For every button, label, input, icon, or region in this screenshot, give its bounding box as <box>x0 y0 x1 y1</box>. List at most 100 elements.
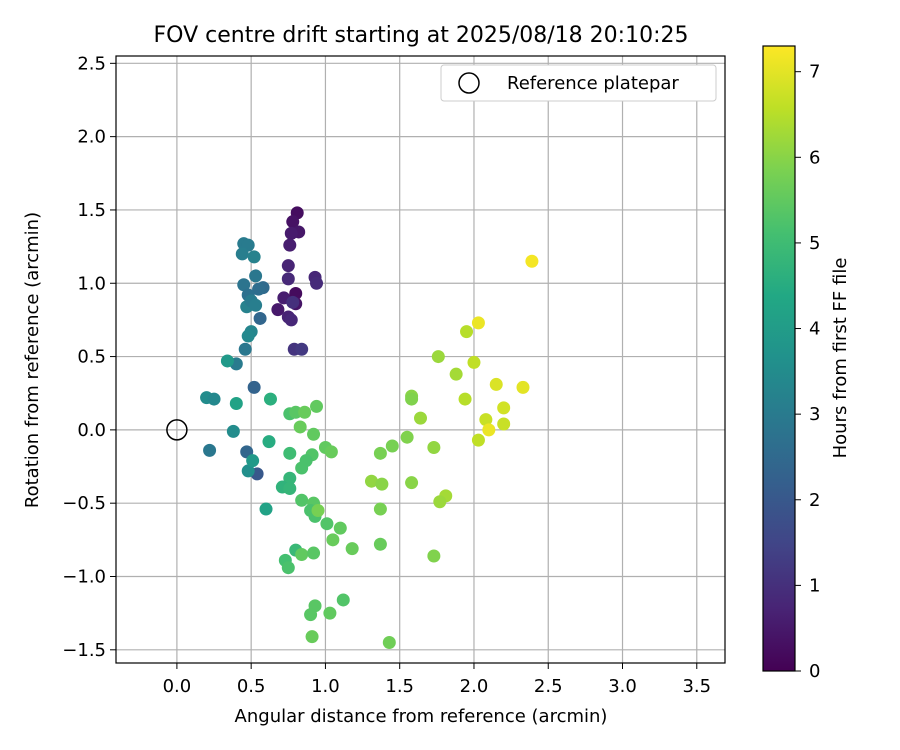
data-point <box>284 226 298 240</box>
data-point <box>326 533 340 547</box>
data-point <box>375 477 389 491</box>
colorbar-tick-label: 6 <box>809 147 820 168</box>
data-point <box>310 276 324 290</box>
y-tick-label: 0.0 <box>77 420 106 441</box>
x-tick-label: 0.5 <box>237 676 266 697</box>
reference-platepar-marker <box>166 419 188 441</box>
data-point <box>405 392 419 406</box>
data-point <box>516 380 530 394</box>
y-tick-label: 1.0 <box>77 273 106 294</box>
data-point <box>427 440 441 454</box>
data-point <box>293 420 307 434</box>
data-point <box>249 269 263 283</box>
legend: Reference platepar <box>440 64 717 102</box>
data-point <box>281 561 295 575</box>
data-point <box>471 316 485 330</box>
data-point <box>298 405 312 419</box>
data-point <box>373 537 387 551</box>
x-tick-label: 3.5 <box>682 676 711 697</box>
y-axis-label: Rotation from reference (arcmin) <box>22 212 43 508</box>
chart-title: FOV centre drift starting at 2025/08/18 … <box>154 23 689 48</box>
data-point <box>460 325 474 339</box>
data-point <box>207 392 221 406</box>
data-point <box>283 471 297 485</box>
data-point <box>281 259 295 273</box>
colorbar-tick-label: 3 <box>809 404 820 425</box>
data-point <box>310 399 324 413</box>
data-point <box>433 495 447 509</box>
data-point <box>471 433 485 447</box>
data-point <box>345 542 359 556</box>
colorbar-label: Hours from first FF file <box>830 258 851 459</box>
data-point <box>479 413 493 427</box>
x-tick-label: 2.5 <box>534 676 563 697</box>
data-point <box>289 405 303 419</box>
x-axis-ticks: 0.0 0.5 1.0 1.5 2.0 2.5 3.0 3.5 <box>163 663 711 697</box>
data-point <box>295 548 309 562</box>
y-tick-label: 2.0 <box>77 127 106 148</box>
data-point <box>249 298 263 312</box>
data-point <box>220 354 234 368</box>
legend-box <box>440 64 717 102</box>
data-point <box>305 630 319 644</box>
grid-lines <box>116 56 725 663</box>
y-tick-label: 1.5 <box>77 200 106 221</box>
data-point <box>247 250 261 264</box>
data-point <box>482 423 496 437</box>
data-point <box>252 282 266 296</box>
data-point <box>307 427 321 441</box>
data-point <box>307 546 321 560</box>
data-point <box>263 392 277 406</box>
data-point <box>283 238 297 252</box>
legend-reference-label: Reference platepar <box>507 73 679 94</box>
data-points <box>200 206 539 649</box>
data-point <box>497 401 511 415</box>
data-point <box>489 377 503 391</box>
data-point <box>283 482 297 496</box>
colorbar-tick-label: 7 <box>809 62 820 83</box>
data-point <box>467 355 481 369</box>
data-point <box>203 443 217 457</box>
y-tick-label: 0.5 <box>77 347 106 368</box>
data-point <box>373 502 387 516</box>
data-point <box>385 439 399 453</box>
data-point <box>311 504 325 518</box>
data-point <box>497 417 511 431</box>
data-point <box>304 608 318 622</box>
colorbar-tick-label: 4 <box>809 319 820 340</box>
data-point <box>229 396 243 410</box>
data-point <box>525 254 539 268</box>
y-tick-label: −0.5 <box>62 493 106 514</box>
data-point <box>286 295 300 309</box>
data-point <box>323 606 337 620</box>
data-point <box>247 380 261 394</box>
data-point <box>238 342 252 356</box>
colorbar-tick-label: 1 <box>809 575 820 596</box>
colorbar-tick-label: 2 <box>809 490 820 511</box>
data-point <box>271 303 285 317</box>
data-point <box>373 446 387 460</box>
data-point <box>286 215 300 229</box>
x-tick-label: 1.5 <box>385 676 414 697</box>
data-point <box>295 493 309 507</box>
data-point <box>414 411 427 425</box>
data-point <box>259 502 273 516</box>
data-point <box>253 311 267 325</box>
data-point <box>226 424 240 438</box>
y-tick-label: −1.5 <box>62 640 106 661</box>
data-point <box>336 593 350 607</box>
data-point <box>241 464 255 478</box>
data-point <box>295 342 309 356</box>
x-tick-label: 2.0 <box>460 676 489 697</box>
colorbar <box>762 45 796 672</box>
data-point <box>458 392 472 406</box>
data-point <box>400 430 414 444</box>
data-point <box>333 521 347 535</box>
x-tick-label: 1.0 <box>311 676 340 697</box>
data-point <box>431 350 445 364</box>
data-point <box>283 446 297 460</box>
colorbar-tick-label: 0 <box>809 661 820 682</box>
data-point <box>281 272 295 286</box>
data-point <box>324 445 338 459</box>
